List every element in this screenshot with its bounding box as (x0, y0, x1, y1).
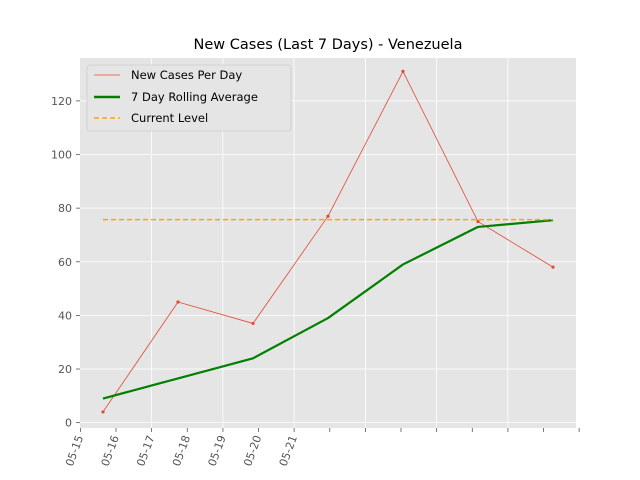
y-tick-label: 120 (51, 95, 72, 108)
legend-label-rolling-average: 7 Day Rolling Average (131, 90, 258, 104)
legend: New Cases Per Day 7 Day Rolling Average … (86, 64, 292, 132)
data-point-marker (551, 265, 555, 269)
grid (80, 58, 576, 428)
y-tick-label: 20 (58, 363, 72, 376)
y-tick-label: 80 (58, 202, 72, 215)
data-point-marker (251, 321, 255, 326)
y-tick-label: 40 (58, 309, 72, 322)
legend-label-current-level: Current Level (131, 111, 208, 125)
series-layer (101, 69, 555, 414)
y-tick-label: 100 (51, 149, 72, 162)
legend-box (86, 64, 292, 132)
data-point-marker (326, 214, 330, 218)
data-point-marker (176, 300, 180, 304)
legend-label-new-cases: New Cases Per Day (131, 68, 242, 82)
data-point-marker (476, 219, 480, 224)
data-point-marker (401, 69, 405, 74)
y-tick-label: 0 (65, 417, 72, 430)
y-tick-label: 60 (58, 256, 72, 269)
data-point-marker (101, 410, 105, 414)
chart-title: New Cases (Last 7 Days) - Venezuela (194, 37, 463, 53)
series-line-7-day-rolling-average (102, 219, 554, 400)
